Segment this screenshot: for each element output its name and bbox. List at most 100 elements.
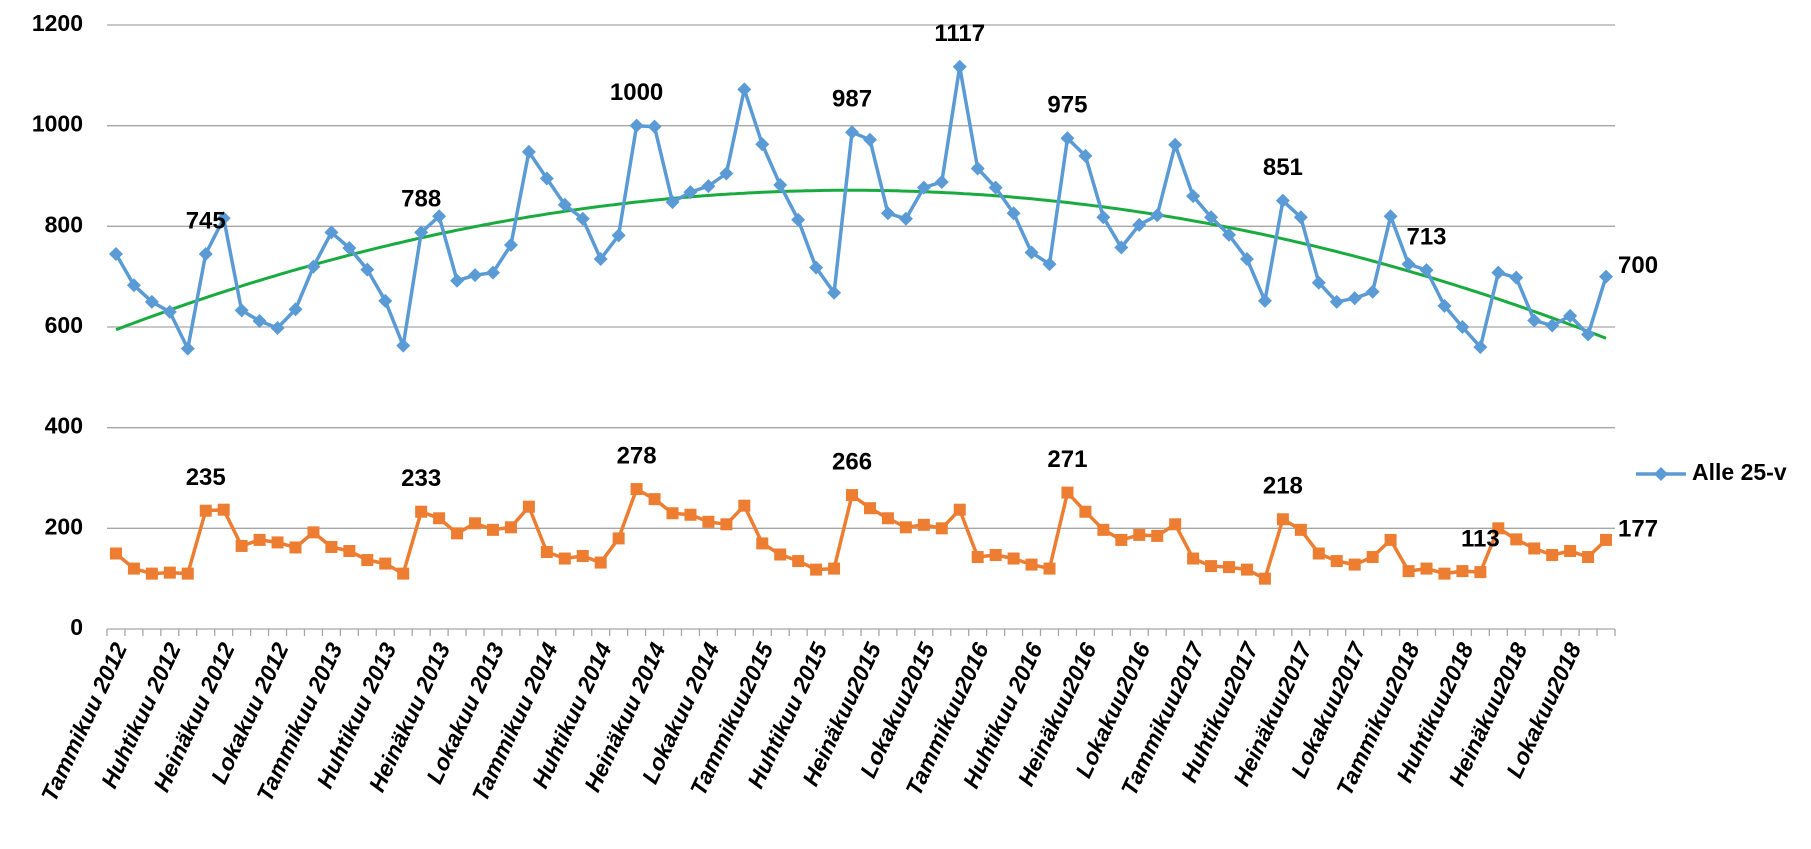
marker: [163, 566, 176, 579]
y-tick-label: 200: [45, 513, 83, 539]
marker: [1043, 562, 1056, 575]
marker: [647, 119, 662, 134]
marker: [756, 537, 769, 550]
marker: [1510, 533, 1523, 546]
marker: [1599, 269, 1614, 284]
marker: [378, 293, 393, 308]
marker: [217, 503, 230, 516]
marker: [468, 268, 483, 283]
marker: [307, 526, 320, 539]
marker: [557, 197, 572, 212]
series-line: [114, 487, 1608, 581]
marker: [1474, 566, 1487, 579]
marker: [558, 552, 571, 565]
marker: [916, 180, 931, 195]
marker: [1205, 560, 1218, 573]
marker: [1312, 547, 1325, 560]
marker: [576, 550, 589, 563]
data-label: 851: [1263, 154, 1303, 181]
marker: [540, 545, 553, 558]
marker: [1151, 529, 1164, 542]
marker: [666, 507, 679, 520]
marker: [1581, 327, 1596, 342]
marker: [738, 499, 751, 512]
marker: [898, 211, 913, 226]
marker: [810, 563, 823, 576]
marker: [324, 225, 339, 240]
marker: [109, 547, 122, 560]
marker: [289, 541, 302, 554]
marker: [234, 303, 249, 318]
marker: [989, 549, 1002, 562]
marker: [575, 211, 590, 226]
marker: [1275, 193, 1290, 208]
data-label: 235: [186, 464, 226, 491]
marker: [1222, 227, 1237, 242]
marker: [1437, 298, 1452, 313]
marker: [1420, 562, 1433, 575]
marker: [433, 512, 446, 525]
marker: [1384, 533, 1397, 546]
data-label: 233: [401, 465, 441, 492]
marker: [863, 502, 876, 515]
marker: [1456, 565, 1469, 578]
legend-label: Alle 25-v: [1692, 459, 1787, 485]
data-label: 987: [832, 86, 872, 113]
marker: [809, 260, 824, 275]
marker: [971, 551, 984, 564]
marker: [522, 500, 535, 513]
marker: [1025, 558, 1038, 571]
marker: [1563, 308, 1578, 323]
marker: [451, 527, 464, 540]
marker: [1150, 208, 1165, 223]
marker: [1114, 240, 1129, 255]
marker: [1096, 210, 1111, 225]
trendline: [115, 188, 1607, 340]
marker: [935, 522, 948, 535]
marker: [1600, 533, 1613, 546]
marker: [1492, 522, 1505, 535]
marker: [1528, 542, 1541, 555]
marker: [917, 518, 930, 531]
marker: [611, 228, 626, 243]
marker: [1509, 270, 1524, 285]
marker: [1186, 189, 1201, 204]
marker: [1366, 551, 1379, 564]
marker: [288, 302, 303, 317]
marker: [648, 493, 661, 506]
marker: [952, 59, 967, 74]
marker: [1455, 320, 1470, 334]
marker: [306, 259, 321, 274]
marker: [1115, 533, 1128, 546]
marker: [342, 240, 357, 255]
marker: [988, 180, 1003, 195]
marker: [361, 554, 374, 567]
marker: [127, 562, 140, 575]
marker: [792, 555, 805, 568]
marker: [1079, 505, 1092, 518]
data-label: 271: [1047, 446, 1087, 473]
marker: [1402, 565, 1415, 578]
marker: [216, 211, 231, 226]
marker: [1545, 318, 1560, 333]
marker: [755, 137, 770, 152]
marker: [126, 278, 141, 293]
marker: [521, 144, 536, 159]
marker: [828, 562, 841, 575]
marker: [1240, 563, 1253, 576]
data-label: 218: [1263, 473, 1303, 500]
marker: [199, 504, 212, 517]
marker: [1097, 523, 1110, 536]
y-tick-label: 800: [45, 211, 83, 237]
marker: [720, 518, 733, 531]
marker: [252, 313, 267, 328]
marker: [1042, 257, 1057, 272]
marker: [791, 212, 806, 227]
marker: [1007, 552, 1020, 565]
y-tick-label: 1000: [32, 111, 83, 137]
marker: [414, 225, 429, 240]
marker: [1169, 518, 1182, 531]
marker: [1527, 313, 1542, 328]
marker: [1258, 572, 1271, 585]
marker: [1294, 523, 1307, 536]
